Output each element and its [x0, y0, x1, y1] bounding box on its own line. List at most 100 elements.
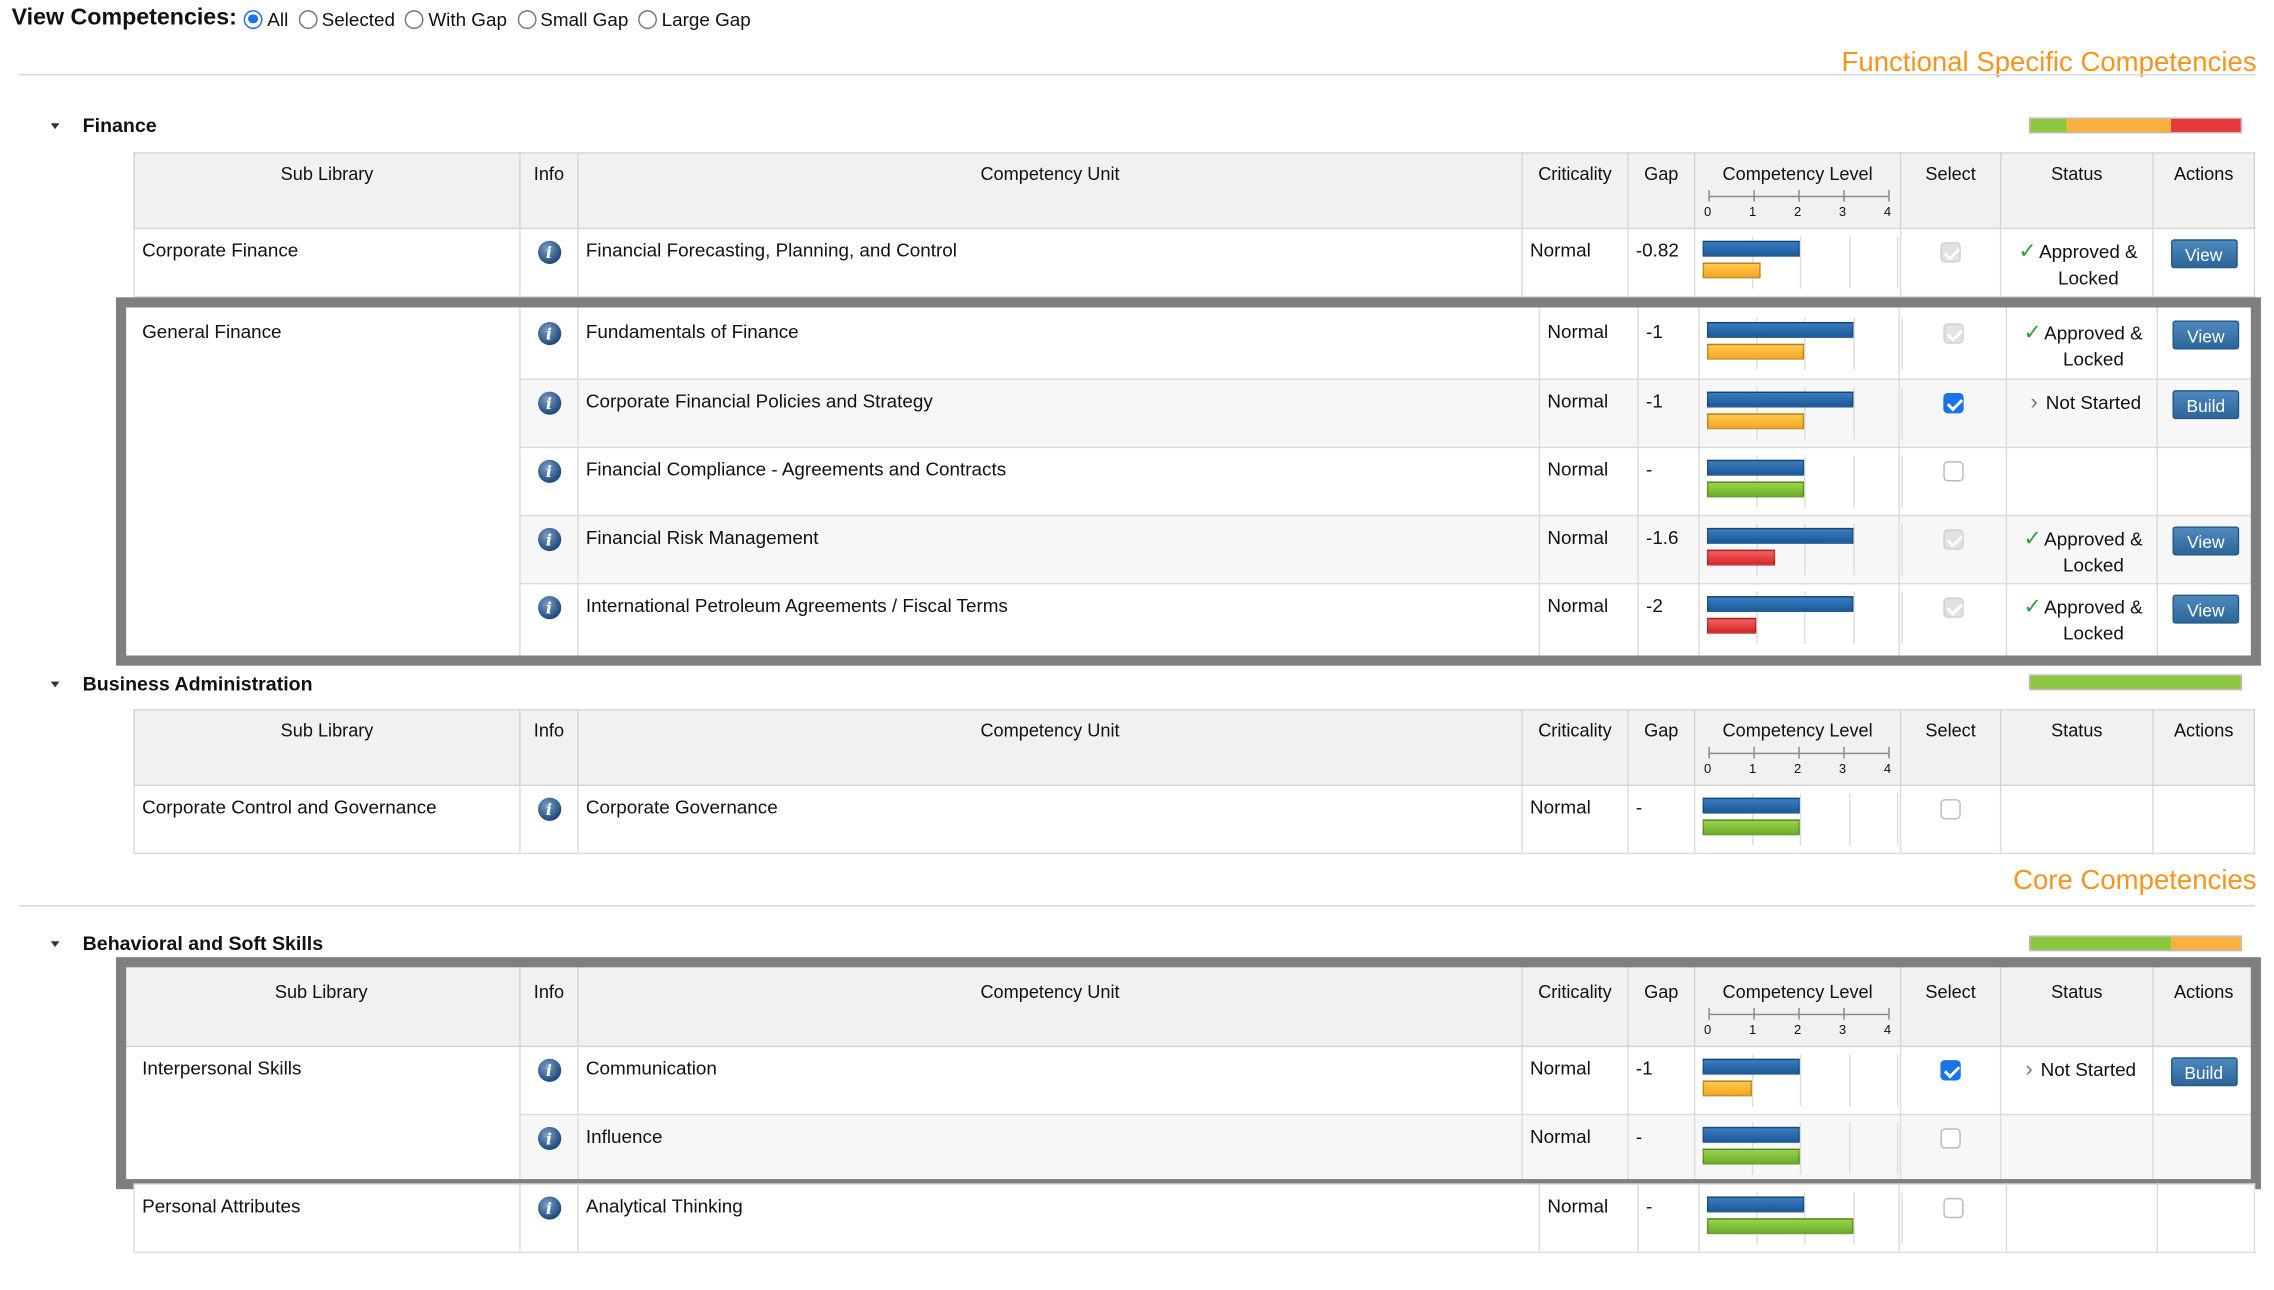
select-checkbox[interactable] [1942, 597, 1963, 618]
competency-level-bars [1706, 455, 1903, 508]
sub-library-cell: Corporate Control and Governance [133, 784, 521, 855]
filter-small-gap-radio[interactable]: Small Gap [517, 8, 628, 30]
current-level-bar [1706, 1218, 1853, 1235]
functional-section-title: Functional Specific Competencies [1841, 47, 2257, 79]
competency-unit-cell: International Petroleum Agreements / Fis… [577, 583, 1541, 660]
competency-unit-cell: Corporate Governance [577, 784, 1523, 855]
filter-selected-radio[interactable]: Selected [298, 8, 395, 30]
table-row: Corporate Finance i Financial Forecastin… [133, 227, 2256, 298]
select-checkbox[interactable] [1942, 529, 1963, 550]
info-icon[interactable]: i [537, 321, 561, 346]
info-icon[interactable]: i [537, 797, 561, 821]
group-title-finance[interactable]: Finance [50, 115, 157, 136]
criticality-cell: Normal [1521, 1045, 1629, 1116]
required-level-bar [1706, 391, 1853, 408]
col-criticality: Criticality [1521, 962, 1629, 1048]
required-level-bar [1702, 797, 1800, 814]
group-title-behavioral-soft-skills[interactable]: Behavioral and Soft Skills [50, 933, 323, 954]
competency-unit-cell: Corporate Financial Policies and Strateg… [577, 378, 1541, 449]
select-checkbox[interactable] [1940, 1060, 1961, 1081]
select-checkbox[interactable] [1942, 461, 1963, 482]
build-button[interactable]: Build [2172, 390, 2240, 420]
level-gridline [1852, 455, 1855, 508]
required-level-bar [1706, 527, 1853, 544]
summary-green-segment [2030, 936, 2172, 950]
scale-tick [1887, 746, 1889, 759]
col-competency-level: Competency Level 0 1 2 3 4 [1693, 709, 1902, 787]
criticality-cell: Normal [1538, 378, 1639, 449]
table-header: Sub Library Info Competency Unit Critica… [121, 962, 2256, 1048]
competency-unit-cell: Influence [577, 1113, 1523, 1184]
col-criticality: Criticality [1521, 152, 1629, 230]
level-gridline [1852, 591, 1855, 644]
info-icon[interactable]: i [537, 1058, 561, 1082]
info-icon[interactable]: i [537, 596, 561, 620]
gap-cell: -1.6 [1637, 514, 1700, 585]
filter-label: View Competencies: [11, 5, 237, 31]
select-checkbox[interactable] [1942, 393, 1963, 414]
select-checkbox[interactable] [1940, 799, 1961, 820]
radio-icon[interactable] [405, 9, 424, 29]
table-row: Personal Attributes i Analytical Thinkin… [133, 1183, 2256, 1254]
select-checkbox[interactable] [1942, 323, 1963, 344]
radio-icon[interactable] [517, 9, 536, 29]
gap-cell: -1 [1637, 303, 1700, 380]
competency-level-bars [1706, 1192, 1903, 1245]
status-cell [1999, 784, 2154, 855]
info-icon[interactable]: i [537, 527, 561, 552]
sub-library-cell: General Finance [121, 303, 521, 660]
build-button[interactable]: Build [2170, 1057, 2238, 1087]
competency-unit-cell: Communication [577, 1045, 1523, 1116]
caret-down-icon[interactable] [50, 680, 60, 687]
col-sub-library: Sub Library [121, 962, 521, 1048]
level-gridline [1852, 523, 1855, 576]
scale-tick [1842, 1007, 1845, 1020]
caret-down-icon[interactable] [50, 122, 60, 129]
summary-yellow-segment [2066, 118, 2172, 132]
select-checkbox[interactable] [1942, 1197, 1963, 1219]
scale-tick [1707, 746, 1710, 759]
level-gridline [1804, 591, 1806, 644]
criticality-cell: Normal [1538, 583, 1639, 660]
table-header: Sub Library Info Competency Unit Critica… [133, 709, 2256, 787]
view-button[interactable]: View [2172, 526, 2240, 556]
level-gridline [1901, 387, 1903, 440]
table-header: Sub Library Info Competency Unit Critica… [133, 152, 2256, 230]
filter-with-gap-radio[interactable]: With Gap [405, 8, 507, 30]
status-approved: ✓ Approved & Locked [2014, 595, 2149, 647]
level-gridline [1848, 1054, 1850, 1107]
level-gridline [1896, 236, 1899, 289]
col-actions: Actions [2152, 962, 2256, 1048]
group-title-business-administration[interactable]: Business Administration [50, 673, 313, 695]
radio-icon[interactable] [638, 9, 658, 29]
info-icon[interactable]: i [537, 1196, 561, 1220]
level-gridline [1901, 1192, 1903, 1245]
level-gridline [1901, 317, 1903, 370]
info-icon[interactable]: i [537, 459, 561, 483]
status-not-started: › Not Started [2009, 1057, 2145, 1083]
scale-tick [1752, 189, 1755, 202]
select-checkbox[interactable] [1940, 1128, 1961, 1149]
caret-down-icon[interactable] [50, 940, 60, 947]
radio-selected-icon[interactable] [244, 9, 263, 29]
col-info: Info [519, 709, 579, 787]
level-gridline [1852, 317, 1855, 370]
sub-library-cell: Interpersonal Skills [121, 1045, 521, 1184]
select-checkbox[interactable] [1940, 242, 1961, 263]
status-approved: ✓ Approved & Locked [2014, 526, 2149, 578]
filter-large-gap-radio[interactable]: Large Gap [638, 8, 751, 30]
view-button[interactable]: View [2170, 239, 2238, 269]
view-button[interactable]: View [2172, 594, 2240, 624]
filter-all-radio[interactable]: All [244, 8, 288, 30]
info-icon[interactable]: i [537, 1126, 561, 1151]
table-row: i Influence Normal - [123, 1113, 2256, 1184]
radio-icon[interactable] [298, 9, 318, 29]
info-icon[interactable]: i [537, 240, 561, 264]
level-gridline [1755, 591, 1757, 644]
competency-unit-cell: Financial Forecasting, Planning, and Con… [577, 227, 1523, 298]
scale-tick [1842, 189, 1845, 202]
view-button[interactable]: View [2172, 320, 2240, 350]
current-level-bar [1706, 617, 1756, 634]
level-gridline [1751, 236, 1753, 289]
info-icon[interactable]: i [537, 391, 561, 415]
